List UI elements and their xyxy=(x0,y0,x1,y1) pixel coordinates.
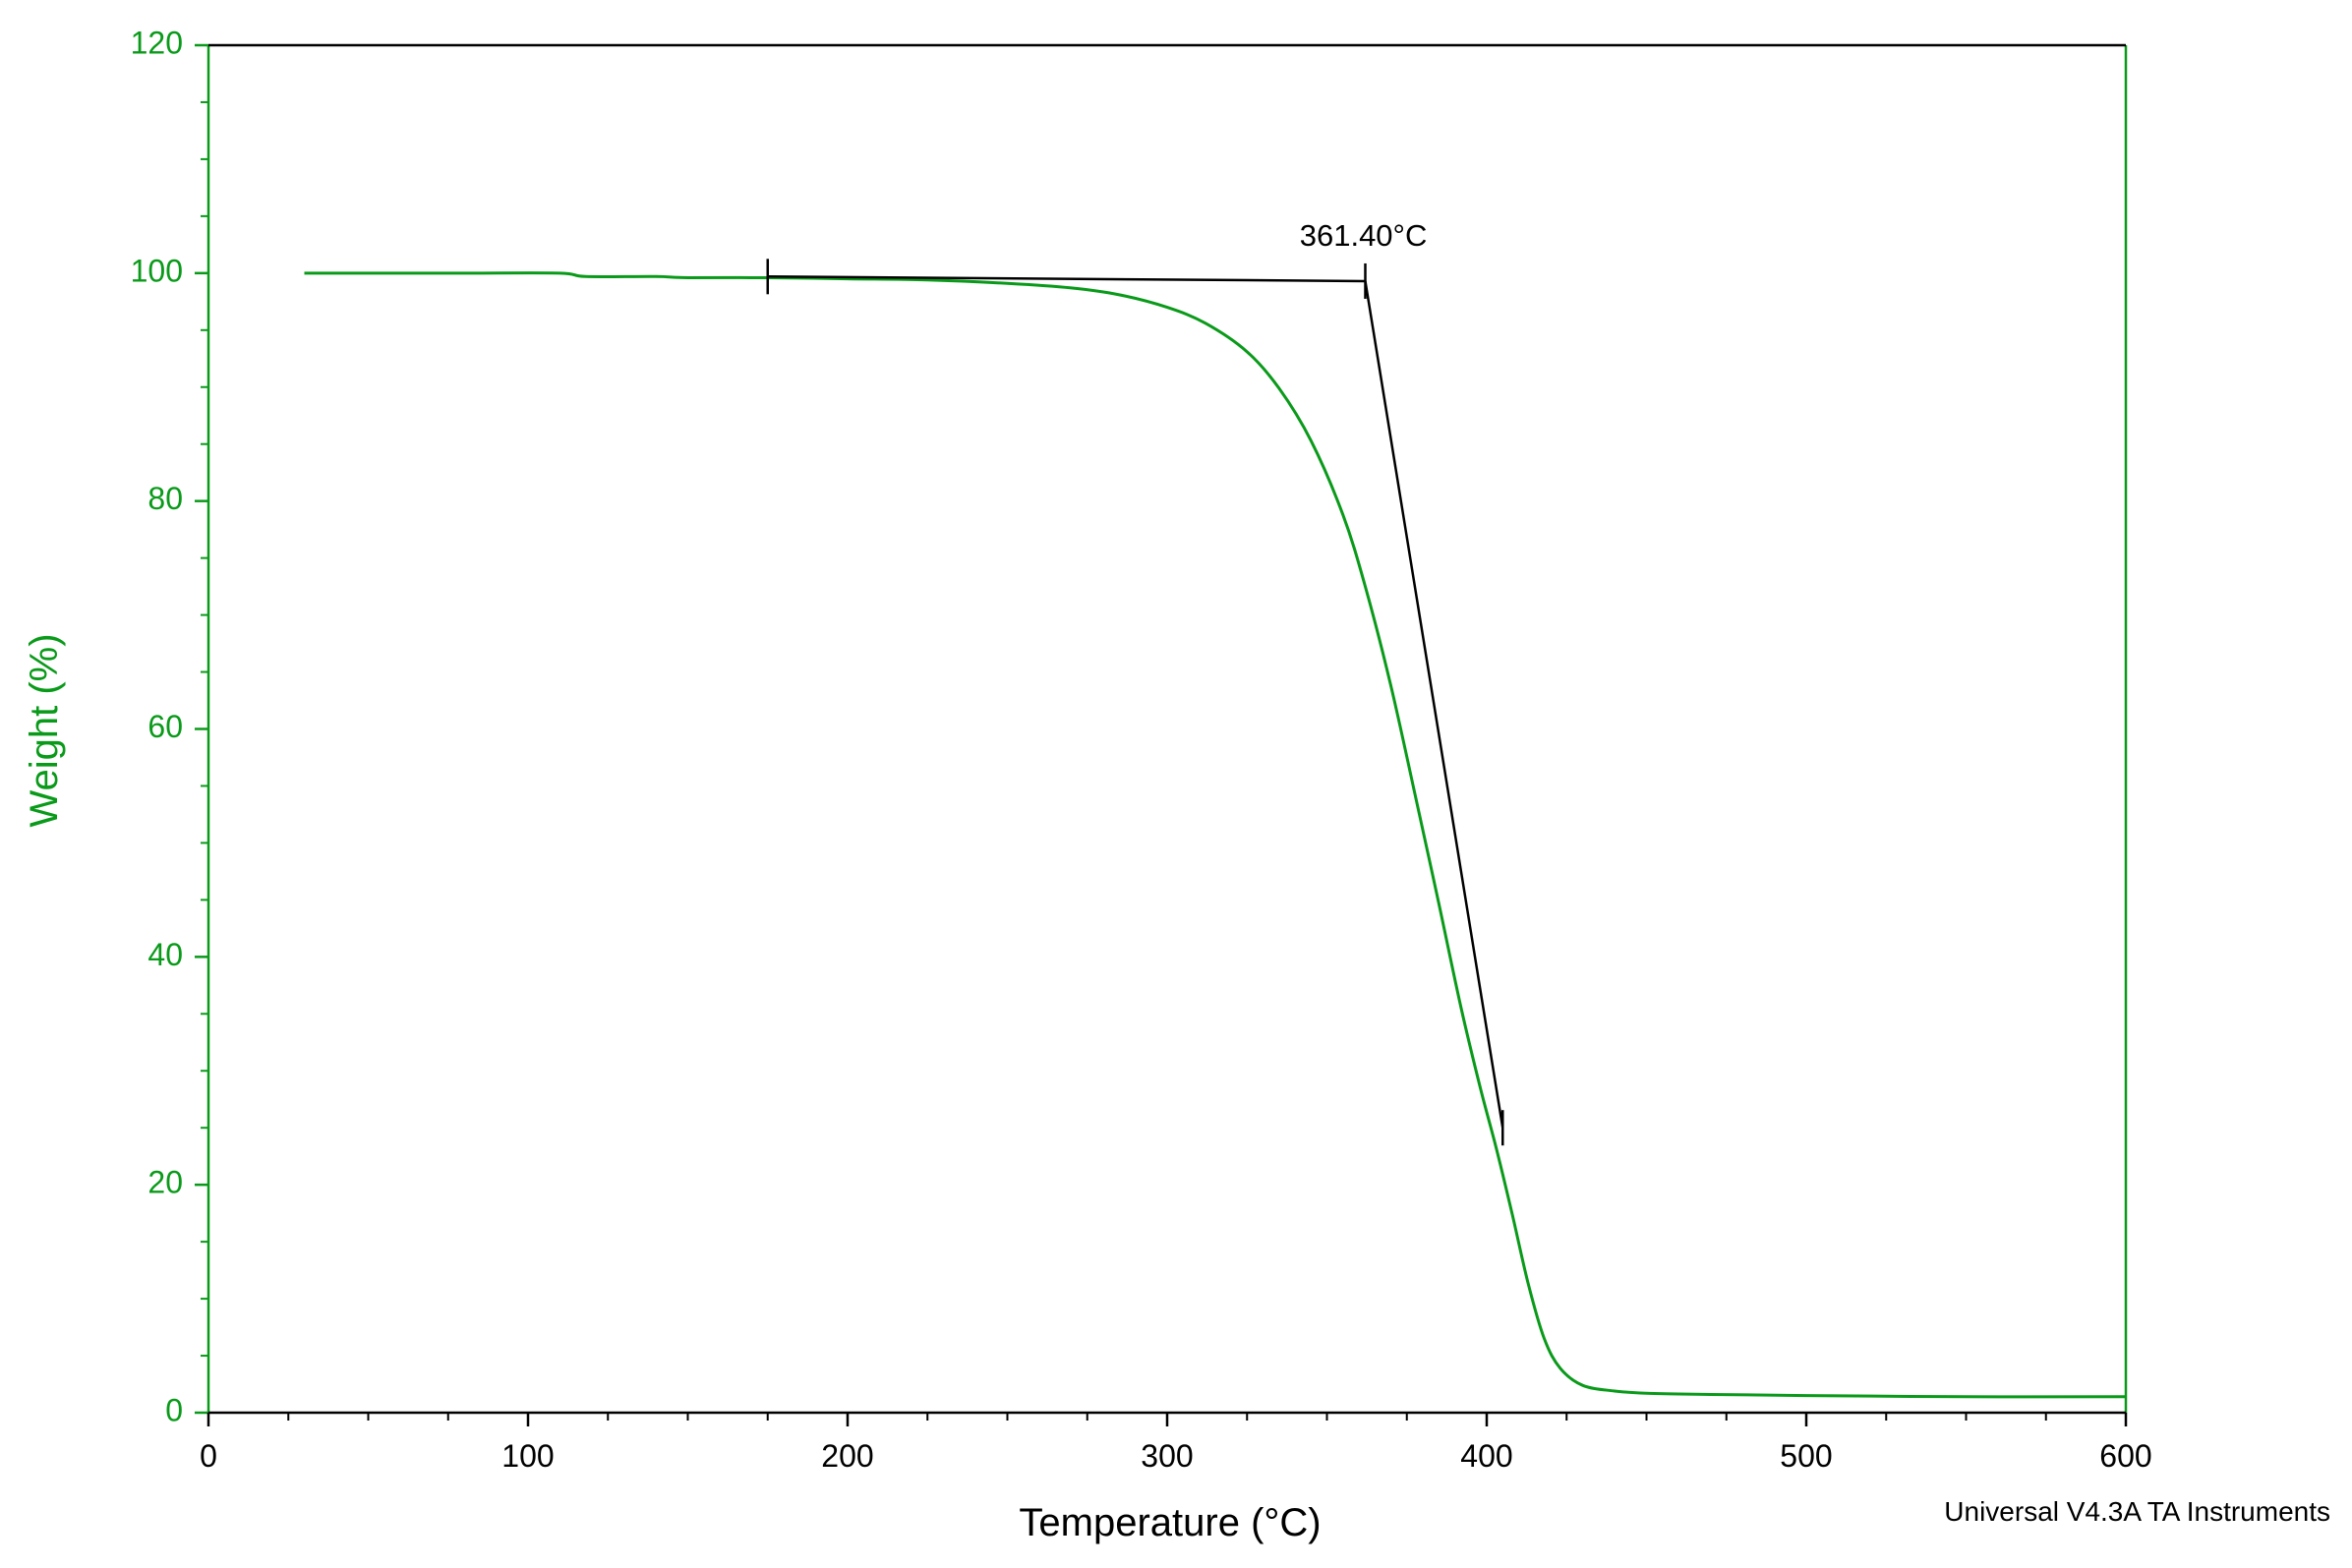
y-axis-title: Weight (%) xyxy=(23,633,66,827)
y-tick-label: 0 xyxy=(165,1392,183,1427)
y-tick-labels: 0 20 40 60 80 100 120 xyxy=(131,25,183,1427)
weight-curve xyxy=(304,271,2127,1399)
x-tick-label: 100 xyxy=(501,1438,554,1474)
x-tick-label: 400 xyxy=(1460,1438,1512,1474)
y-tick-label: 120 xyxy=(131,25,183,60)
y-tick-label: 100 xyxy=(131,253,183,288)
onset-label: 361.40°C xyxy=(1300,218,1428,253)
plot-frame xyxy=(206,43,2128,1415)
onset-baseline xyxy=(767,275,1366,283)
y-tick-label: 60 xyxy=(147,709,183,744)
series-layer xyxy=(304,271,2127,1399)
x-tick-label: 300 xyxy=(1141,1438,1193,1474)
x-tick-label: 500 xyxy=(1780,1438,1832,1474)
y-tick-label: 80 xyxy=(147,481,183,516)
annotation-layer: 361.40°C xyxy=(766,218,1504,1146)
x-tick-label: 200 xyxy=(821,1438,873,1474)
x-axis-title: Temperature (°C) xyxy=(1019,1501,1321,1544)
x-tick-label: 0 xyxy=(200,1438,217,1474)
x-tick-label: 600 xyxy=(2099,1438,2151,1474)
y-tick-label: 20 xyxy=(147,1165,183,1200)
major-ticks xyxy=(195,43,2128,1426)
minor-ticks xyxy=(201,100,2047,1421)
onset-tangent xyxy=(1364,280,1504,1129)
y-tick-label: 40 xyxy=(147,937,183,972)
instrument-footer: Universal V4.3A TA Instruments xyxy=(1944,1496,2330,1527)
x-tick-labels: 0 100 200 300 400 500 600 xyxy=(200,1438,2152,1474)
